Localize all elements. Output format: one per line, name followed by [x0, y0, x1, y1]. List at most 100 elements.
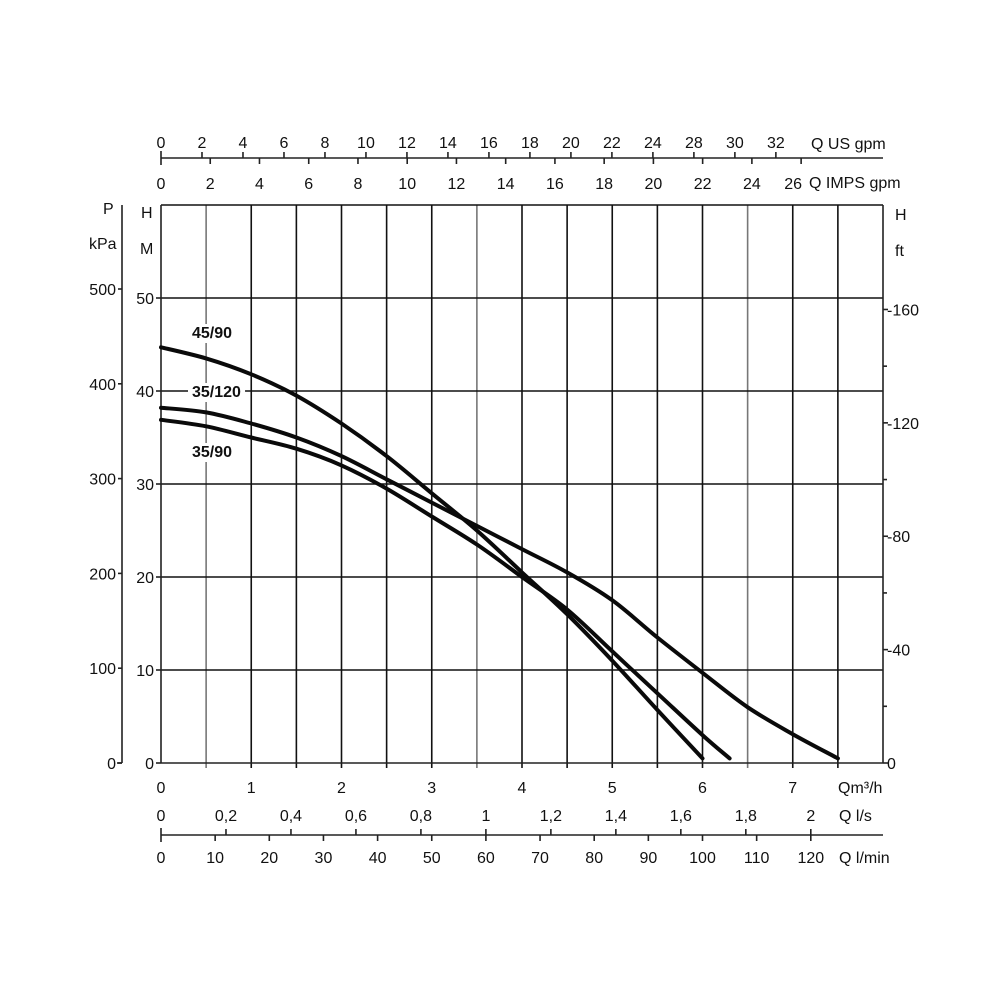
head-m-axis-title: H: [141, 205, 153, 222]
lmin-tick-label: 20: [260, 850, 278, 867]
ls-tick-label: 1,8: [735, 808, 757, 825]
pressure-tick-label: 0: [107, 756, 116, 773]
lmin-tick-label: 60: [477, 850, 495, 867]
head-ft-axis-title: H: [895, 207, 907, 224]
imps-gpm-tick-label: 8: [354, 176, 363, 193]
m3h-tick-label: 7: [788, 780, 797, 797]
head-ft-tick-label: -160: [887, 302, 919, 319]
us-gpm-tick-label: 8: [321, 135, 330, 152]
imps-gpm-tick-label: 14: [497, 176, 515, 193]
imps-gpm-tick-label: 10: [398, 176, 416, 193]
lmin-tick-label: 10: [206, 850, 224, 867]
lmin-tick-label: 100: [689, 850, 716, 867]
imps-gpm-tick-label: 6: [304, 176, 313, 193]
ls-tick-label: 0,8: [410, 808, 432, 825]
ls-tick-label: 0,4: [280, 808, 302, 825]
m3h-tick-label: 5: [608, 780, 617, 797]
lmin-tick-label: 80: [585, 850, 603, 867]
pressure-tick-label: 300: [89, 472, 116, 489]
m3h-tick-label: 1: [247, 780, 256, 797]
lmin-axis-unit: Q l/min: [839, 850, 890, 867]
imps-gpm-tick-label: 0: [157, 176, 166, 193]
head-ft-axis-unit: ft: [895, 243, 904, 260]
ls-tick-label: 1,2: [540, 808, 562, 825]
m3h-tick-label: 6: [698, 780, 707, 797]
head-ft-tick-label: -120: [887, 416, 919, 433]
us-gpm-tick-label: 22: [603, 135, 621, 152]
m3h-tick-label: 2: [337, 780, 346, 797]
us-gpm-tick-label: 16: [480, 135, 498, 152]
pressure-tick-label: 100: [89, 661, 116, 678]
lmin-tick-label: 120: [797, 850, 824, 867]
head-ft-tick-label: -80: [887, 529, 910, 546]
us-gpm-tick-label: 4: [239, 135, 248, 152]
imps-gpm-tick-label: 18: [595, 176, 613, 193]
head-m-tick-label: 30: [136, 477, 154, 494]
pressure-axis-unit: kPa: [89, 236, 117, 253]
pressure-axis-title: P: [103, 201, 114, 218]
curve-label-35-120: 35/120: [192, 384, 241, 401]
us-gpm-tick-label: 32: [767, 135, 785, 152]
head-m-tick-label: 10: [136, 663, 154, 680]
ls-tick-label: 1,6: [670, 808, 692, 825]
pressure-tick-label: 200: [89, 566, 116, 583]
m3h-axis-unit: Qm³/h: [838, 780, 882, 797]
imps-gpm-tick-label: 22: [694, 176, 712, 193]
us-gpm-tick-label: 6: [280, 135, 289, 152]
head-m-tick-label: 0: [145, 756, 154, 773]
us-gpm-tick-label: 0: [157, 135, 166, 152]
head-m-tick-label: 40: [136, 384, 154, 401]
lmin-tick-label: 50: [423, 850, 441, 867]
ls-tick-label: 1: [481, 808, 490, 825]
curves: [159, 345, 840, 761]
grid: [161, 204, 883, 768]
curve-35-120: [159, 405, 840, 761]
ls-axis-unit: Q l/s: [839, 808, 872, 825]
lmin-tick-label: 0: [157, 850, 166, 867]
m3h-tick-label: 3: [427, 780, 436, 797]
us-gpm-tick-label: 28: [685, 135, 703, 152]
axes: 0102030405001002003004005000-40-80-120-1…: [89, 135, 919, 867]
imps-gpm-tick-label: 24: [743, 176, 761, 193]
imps-gpm-tick-label: 16: [546, 176, 564, 193]
curve-35-90: [159, 417, 732, 761]
head-ft-tick-label: -40: [887, 643, 910, 660]
curve-label-45-90: 45/90: [192, 325, 232, 342]
ls-tick-label: 1,4: [605, 808, 627, 825]
head-ft-tick-label: 0: [887, 756, 896, 773]
curve-label-background: [188, 383, 246, 402]
head-m-axis-unit: M: [140, 241, 153, 258]
curve-label-background: [188, 324, 237, 343]
imps-gpm-tick-label: 4: [255, 176, 264, 193]
us-gpm-tick-label: 14: [439, 135, 457, 152]
m3h-tick-label: 0: [157, 780, 166, 797]
us-gpm-tick-label: 2: [198, 135, 207, 152]
curve-label-35-90: 35/90: [192, 444, 232, 461]
curve-label-background: [188, 443, 237, 462]
ls-tick-label: 0,6: [345, 808, 367, 825]
us-gpm-tick-label: 20: [562, 135, 580, 152]
pressure-tick-label: 400: [89, 377, 116, 394]
lmin-tick-label: 110: [744, 850, 770, 867]
lmin-tick-label: 40: [369, 850, 387, 867]
ls-tick-label: 0: [157, 808, 166, 825]
imps-gpm-axis-unit: Q IMPS gpm: [809, 175, 901, 192]
us-gpm-axis-unit: Q US gpm: [811, 136, 886, 153]
us-gpm-tick-label: 12: [398, 135, 416, 152]
head-m-tick-label: 20: [136, 570, 154, 587]
m3h-tick-label: 4: [518, 780, 527, 797]
us-gpm-tick-label: 30: [726, 135, 744, 152]
us-gpm-tick-label: 24: [644, 135, 662, 152]
imps-gpm-tick-label: 20: [645, 176, 663, 193]
head-m-tick-label: 50: [136, 291, 154, 308]
pressure-tick-label: 500: [89, 282, 116, 299]
ls-tick-label: 2: [806, 808, 815, 825]
us-gpm-tick-label: 18: [521, 135, 539, 152]
lmin-tick-label: 90: [639, 850, 657, 867]
imps-gpm-tick-label: 26: [784, 176, 802, 193]
imps-gpm-tick-label: 12: [448, 176, 466, 193]
ls-tick-label: 0,2: [215, 808, 237, 825]
curve-45-90: [159, 345, 705, 761]
